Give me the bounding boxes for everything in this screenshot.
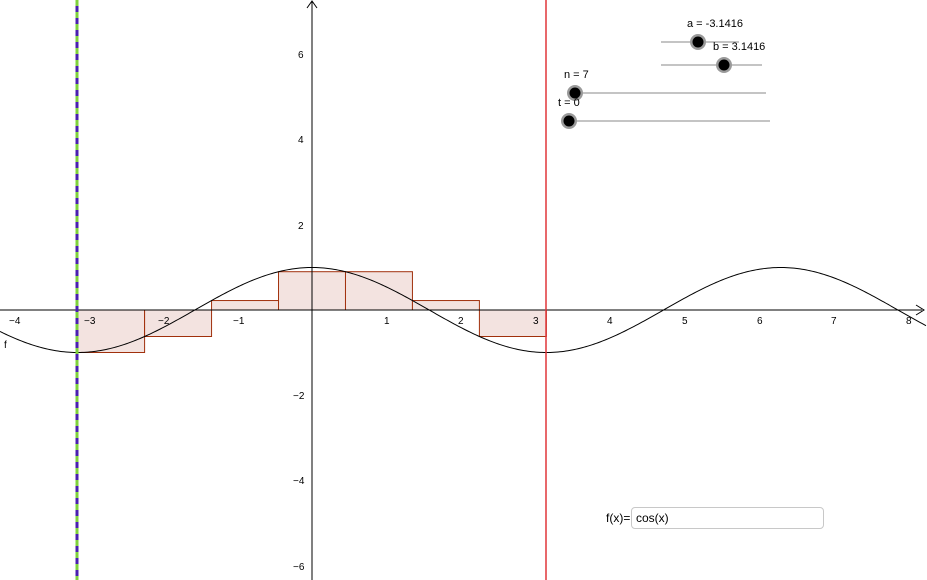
riemann-rectangle xyxy=(211,300,280,311)
x-tick-label: 2 xyxy=(458,316,464,327)
y-tick-label: −6 xyxy=(293,562,305,573)
x-tick-label: 3 xyxy=(533,316,539,327)
slider-t-caption: t = 0 xyxy=(558,97,580,109)
input-label: f(x)= xyxy=(606,511,631,525)
riemann-rectangle xyxy=(144,309,213,337)
x-tick-label: 6 xyxy=(757,316,763,327)
function-label: f xyxy=(4,340,7,351)
slider-n-knob xyxy=(569,87,581,99)
riemann-rectangles xyxy=(77,271,547,353)
y-tick-label: 2 xyxy=(298,221,304,232)
slider-b-caption: b = 3.1416 xyxy=(713,41,765,53)
slider-b[interactable]: b = 3.1416 xyxy=(661,41,765,73)
riemann-rectangle xyxy=(411,300,480,311)
slider-n[interactable]: n = 7 xyxy=(564,69,766,101)
riemann-rectangle xyxy=(77,309,146,353)
slider-t-knob xyxy=(563,115,575,127)
slider-a-caption: a = -3.1416 xyxy=(687,18,743,30)
y-tick-label: −4 xyxy=(293,476,305,487)
x-tick-label: −4 xyxy=(9,316,21,327)
y-axis xyxy=(306,0,318,580)
y-tick-label: 4 xyxy=(298,135,304,146)
slider-b-knob xyxy=(718,59,730,71)
x-tick-label: −1 xyxy=(233,316,245,327)
y-tick-label: −2 xyxy=(293,391,305,402)
slider-a[interactable]: a = -3.1416 xyxy=(661,18,743,50)
y-tick-label: 6 xyxy=(298,50,304,61)
x-tick-label: 5 xyxy=(682,316,688,327)
x-tick-label: −2 xyxy=(158,316,170,327)
y-axis-ticks: −6 −4 −2 2 4 6 xyxy=(293,50,305,573)
x-axis xyxy=(0,304,925,316)
x-tick-label: 7 xyxy=(831,316,837,327)
slider-n-caption: n = 7 xyxy=(564,69,589,81)
function-input[interactable]: cos(x) xyxy=(631,507,824,529)
slider-t[interactable]: t = 0 xyxy=(558,97,770,129)
x-tick-label: −3 xyxy=(84,316,96,327)
x-tick-label: 1 xyxy=(384,316,390,327)
slider-a-knob xyxy=(692,36,704,48)
x-axis-ticks: −4 −3 −2 −1 1 2 3 4 5 6 7 8 xyxy=(9,316,912,327)
x-tick-label: 8 xyxy=(906,316,912,327)
function-curve[interactable] xyxy=(0,266,927,354)
x-tick-label: 4 xyxy=(607,316,613,327)
riemann-rectangle xyxy=(344,271,413,311)
